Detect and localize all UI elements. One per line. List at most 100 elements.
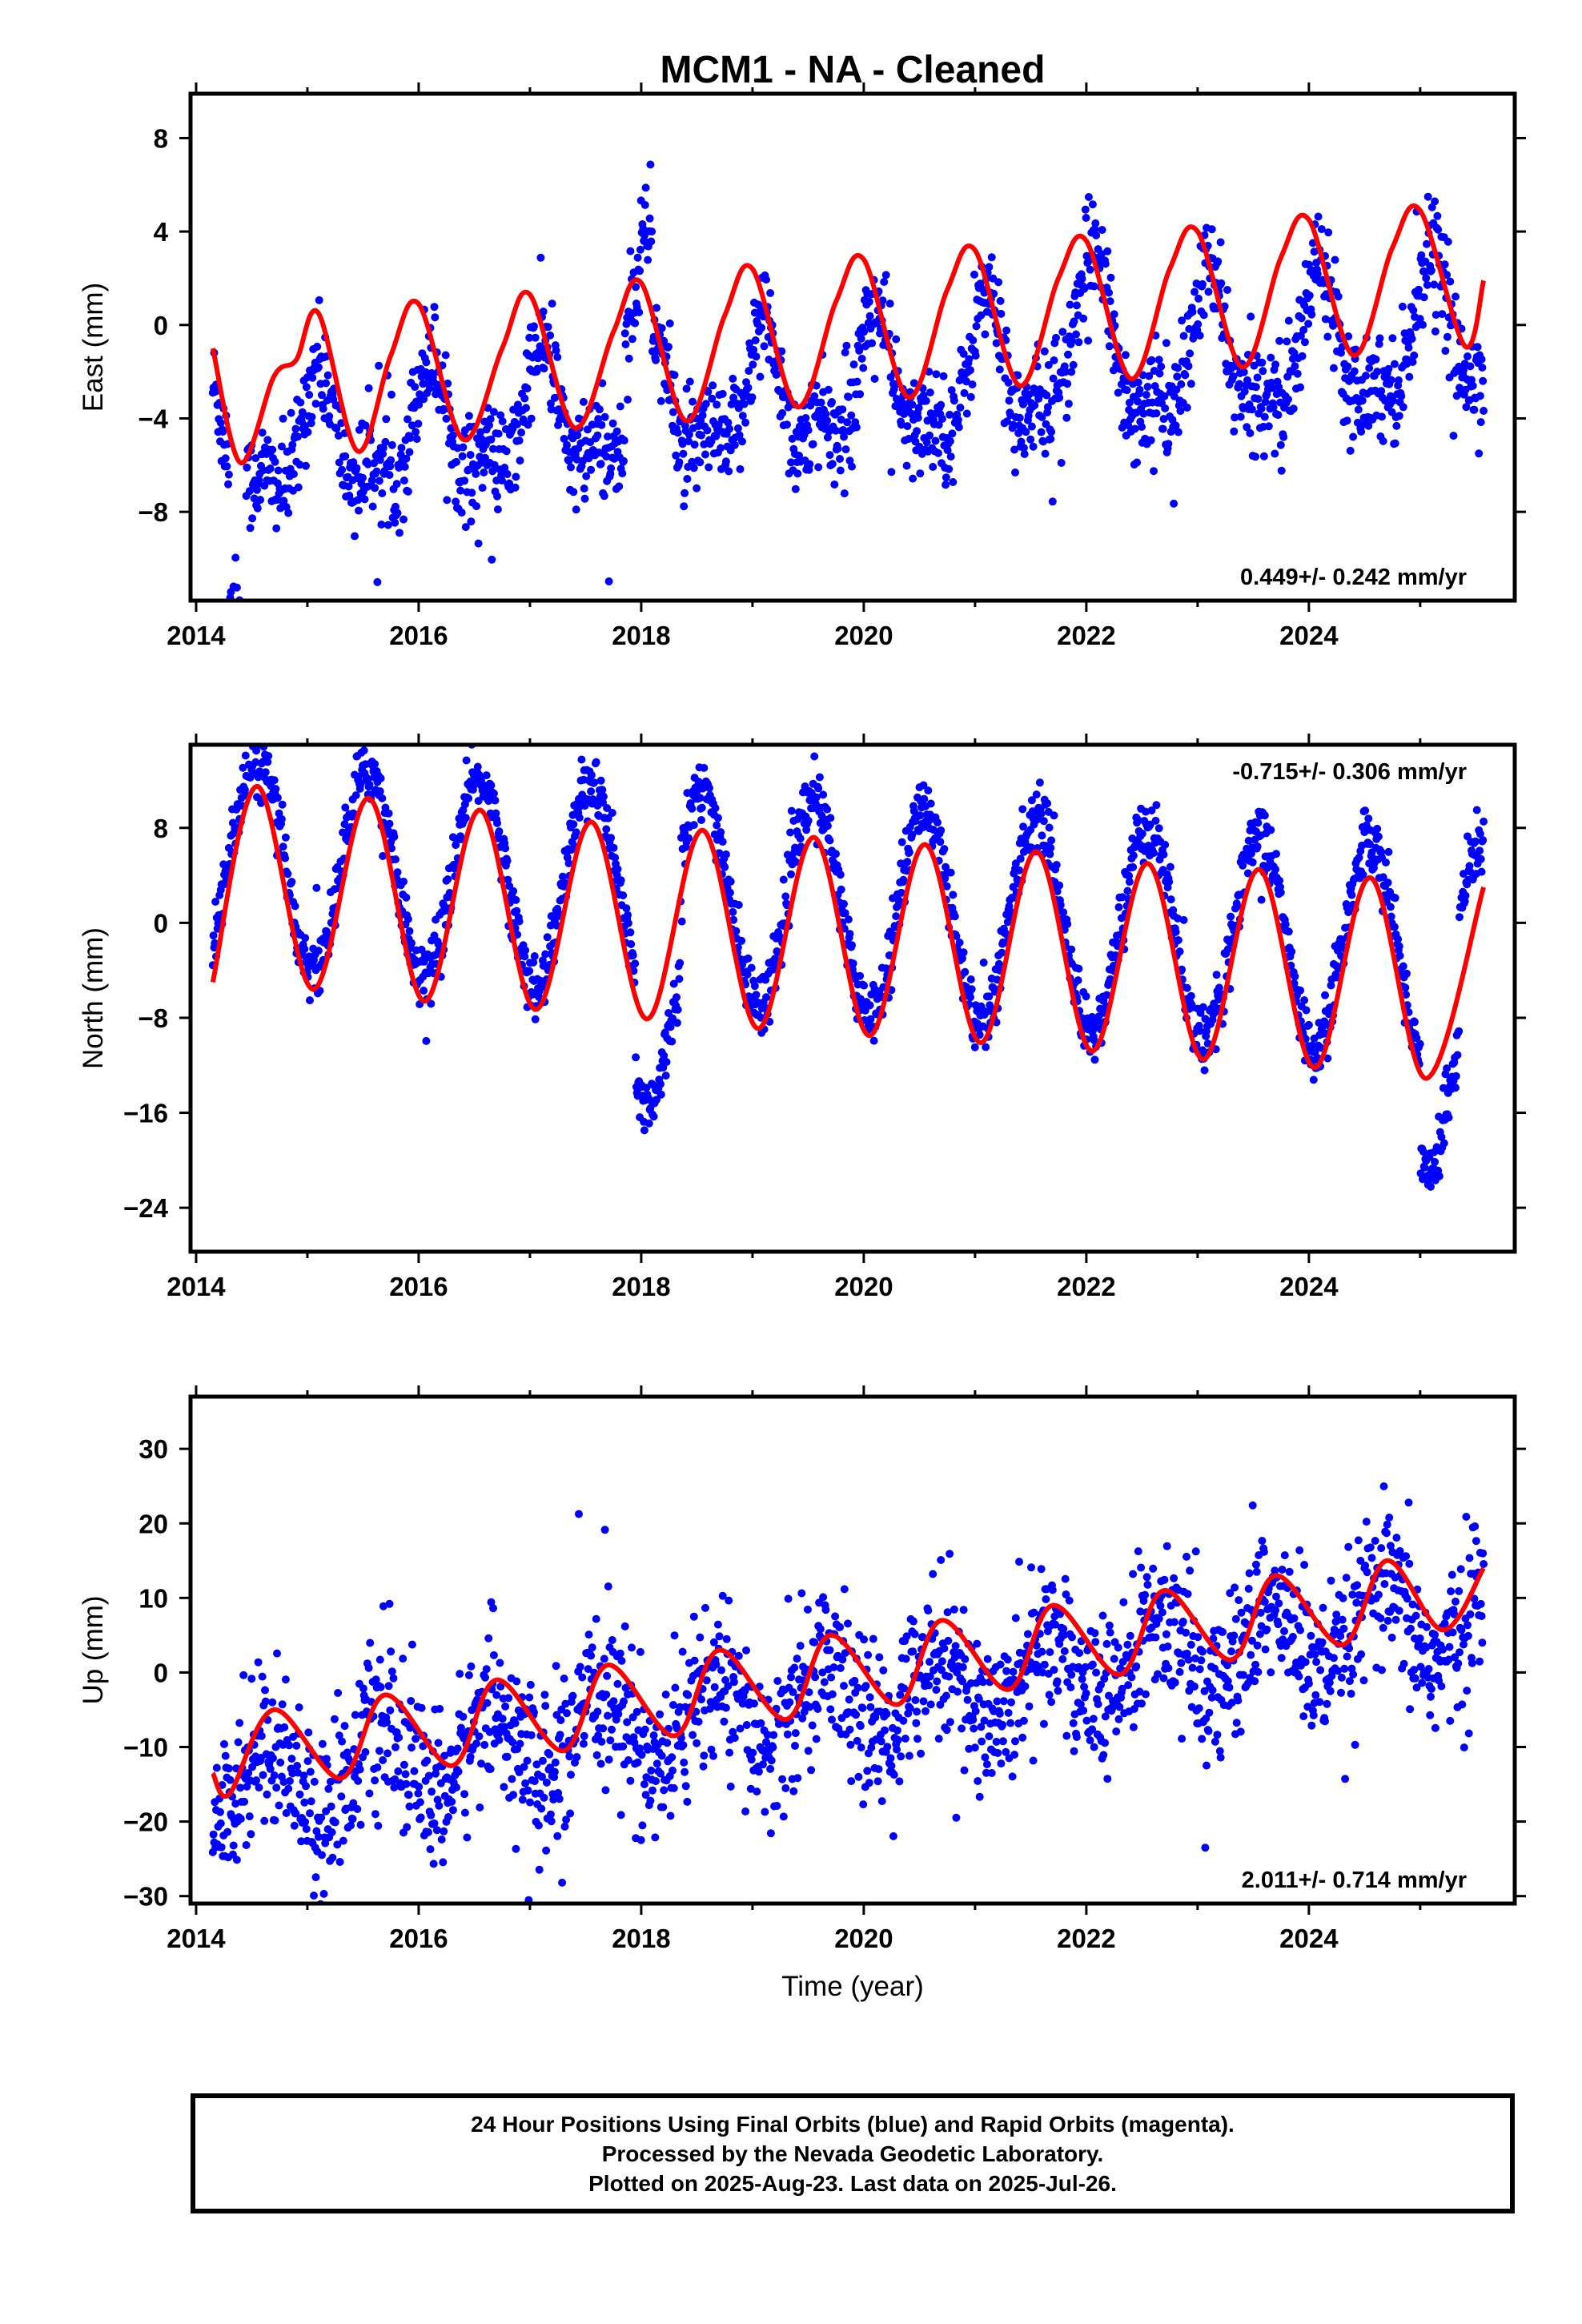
data-point: [220, 1739, 228, 1748]
data-point: [1037, 810, 1046, 818]
data-point: [223, 1827, 232, 1836]
data-point: [590, 778, 599, 787]
data-point: [244, 1769, 253, 1777]
data-point: [738, 437, 746, 446]
data-point: [994, 278, 1003, 287]
data-point: [289, 469, 298, 478]
data-point: [1384, 847, 1393, 856]
data-point: [493, 505, 502, 514]
data-point: [675, 975, 684, 983]
data-point: [1287, 947, 1296, 956]
data-point: [512, 895, 520, 904]
data-point: [962, 409, 971, 418]
data-point: [432, 1826, 441, 1835]
data-point: [542, 1778, 551, 1787]
data-point: [1074, 976, 1082, 985]
data-point: [270, 1771, 279, 1779]
data-point: [950, 912, 959, 921]
data-point: [1247, 405, 1256, 414]
data-point: [250, 494, 259, 503]
data-point: [452, 497, 460, 506]
data-point: [954, 423, 963, 432]
data-point: [827, 1673, 836, 1682]
data-point: [1170, 499, 1178, 508]
data-point: [400, 1760, 408, 1769]
data-point: [287, 878, 296, 887]
data-point: [845, 1695, 853, 1704]
data-point: [905, 848, 913, 857]
data-point: [670, 1631, 679, 1640]
data-point: [576, 1663, 584, 1671]
data-point: [881, 271, 890, 279]
data-point: [1121, 351, 1130, 360]
data-point: [839, 426, 848, 434]
data-point: [785, 1698, 794, 1707]
data-point: [636, 1744, 644, 1753]
data-point: [902, 461, 911, 470]
data-point: [761, 975, 770, 984]
data-point: [627, 940, 636, 948]
data-point: [437, 1835, 446, 1844]
data-point: [1452, 1072, 1460, 1080]
data-point: [379, 1756, 387, 1764]
data-point: [1269, 403, 1278, 412]
data-point: [385, 471, 394, 480]
data-point: [525, 967, 534, 975]
data-point: [1276, 888, 1285, 897]
x-tick-label: 2016: [389, 621, 448, 650]
data-point: [604, 1711, 612, 1720]
data-point: [363, 460, 372, 468]
data-point: [949, 891, 958, 899]
data-point: [1452, 1084, 1460, 1092]
data-point: [486, 1765, 495, 1773]
data-point: [400, 476, 408, 485]
data-point: [1403, 969, 1411, 978]
data-point: [273, 1649, 281, 1658]
data-point: [1005, 396, 1014, 405]
data-point: [815, 1598, 824, 1607]
data-point: [841, 909, 849, 918]
data-point: [266, 1764, 275, 1773]
data-point: [270, 776, 279, 785]
data-point: [393, 509, 402, 517]
data-point: [1391, 894, 1399, 903]
data-point: [1046, 850, 1054, 858]
data-point: [1124, 421, 1133, 430]
data-point: [512, 472, 520, 481]
data-point: [1407, 335, 1416, 344]
data-point: [905, 1704, 914, 1713]
data-point: [245, 487, 254, 496]
data-point: [371, 484, 379, 493]
data-point: [594, 415, 603, 424]
data-point: [540, 364, 548, 373]
data-point: [865, 1001, 874, 1010]
data-point: [1044, 360, 1053, 369]
data-point: [616, 1649, 624, 1658]
data-point: [1291, 362, 1299, 371]
data-point: [387, 1667, 396, 1676]
data-point: [678, 1647, 687, 1656]
data-point: [546, 1810, 555, 1819]
data-point: [405, 927, 414, 935]
data-point: [1456, 913, 1464, 922]
data-point: [325, 412, 334, 420]
data-point: [626, 928, 635, 937]
data-point: [866, 1015, 875, 1023]
data-point: [294, 483, 303, 492]
data-point: [356, 1820, 365, 1829]
data-point: [1055, 393, 1064, 402]
data-point: [567, 1771, 575, 1779]
data-point: [753, 1787, 761, 1796]
data-point: [383, 1749, 391, 1758]
data-point: [386, 462, 395, 471]
data-point: [1201, 1015, 1210, 1023]
data-point: [572, 1753, 581, 1761]
data-point: [509, 1791, 518, 1799]
data-point: [237, 624, 245, 632]
data-point: [1304, 260, 1313, 269]
data-point: [721, 1703, 730, 1712]
data-point: [393, 868, 402, 877]
data-point: [1195, 294, 1203, 303]
data-point: [929, 463, 938, 471]
data-point: [1092, 231, 1101, 239]
